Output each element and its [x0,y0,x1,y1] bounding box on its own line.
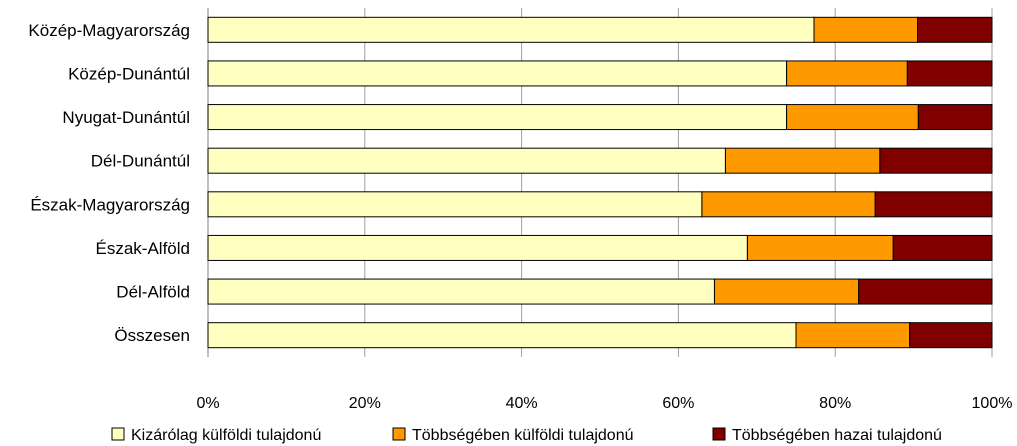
legend-label: Kizárólag külföldi tulajdonú [131,427,321,444]
category-label: Összesen [114,326,190,345]
bar-segment [858,278,993,305]
category-label: Közép-Dunántúl [68,64,190,83]
bar-segment [892,234,993,261]
bar-segment [701,191,876,218]
category-label: Közép-Magyarország [28,21,190,40]
bar-segment [207,278,715,305]
bar-segment [207,322,797,349]
bar-segment [786,60,908,87]
bar-segment [207,147,726,174]
category-label: Dél-Alföld [116,283,190,302]
bar-segment [746,234,894,261]
legend-swatch [712,427,726,441]
bar-segment [713,278,860,305]
x-tick-label: 100% [972,395,1013,412]
bar-segment [207,234,748,261]
x-tick-labels: 0% 20% 40% 60% 80% 100% [196,395,1012,412]
bar-segment [813,16,919,43]
category-label: Nyugat-Dunántúl [62,108,190,127]
legend: Kizárólag külföldi tulajdonú Többségében … [111,427,942,444]
bar-segment [207,104,788,131]
legend-label: Többségében hazai tulajdonú [732,427,942,444]
legend-label: Többségében külföldi tulajdonú [412,427,634,444]
bar-segment [207,191,703,218]
legend-swatch [392,427,406,441]
x-tick-label: 60% [662,395,694,412]
x-tick-label: 80% [819,395,851,412]
bar-group [207,16,993,349]
x-tick-label: 0% [196,395,219,412]
category-label: Dél-Dunántúl [91,152,190,171]
bar-segment [207,16,815,43]
category-label: Észak-Magyarország [30,195,190,214]
bar-segment [909,322,993,349]
x-tick-label: 20% [349,395,381,412]
category-labels: Közép-Magyarország Közép-Dunántúl Nyugat-D… [28,21,190,345]
bar-segment [724,147,881,174]
category-label: Észak-Alföld [96,239,190,258]
bar-segment [917,16,993,43]
bar-segment [786,104,919,131]
legend-swatch [111,427,125,441]
bar-segment [207,60,788,87]
bar-segment [874,191,993,218]
bar-segment [879,147,993,174]
bar-segment [906,60,993,87]
gridlines [207,8,993,357]
x-tick-label: 40% [506,395,538,412]
bar-segment [795,322,911,349]
bar-segment [917,104,993,131]
